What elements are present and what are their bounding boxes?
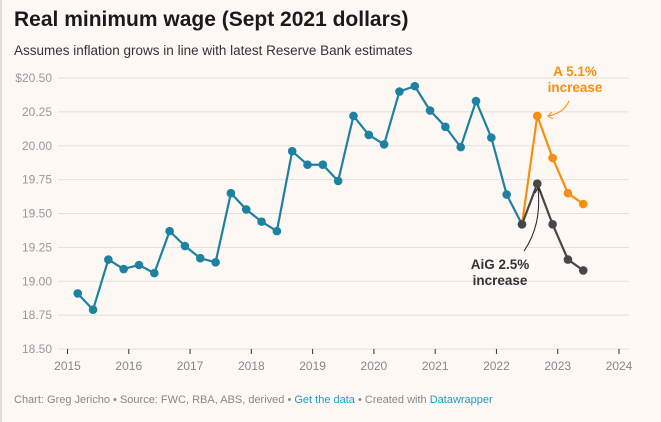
x-tick-label: 2016 [115,359,142,373]
created-with: Created with [364,394,427,406]
point-historical [241,205,251,214]
point-historical [471,96,481,106]
point-increase_5_1 [548,153,557,163]
get-the-data-link[interactable]: Get the data [294,394,355,406]
arrow-2-5 [523,187,540,252]
point-historical [441,122,450,132]
x-tick-label: 2024 [606,359,633,373]
point-historical [226,188,236,198]
point-increase_2_5 [578,266,588,275]
separator: • [109,394,120,406]
arrow-5-1 [547,100,570,117]
point-historical [349,111,358,121]
annotation-2-5-text: increase [473,273,528,288]
y-tick-label: 20.00 [22,139,52,153]
y-tick-label: 19.50 [22,207,52,221]
point-historical [180,241,190,251]
y-tick-label: 18.75 [22,308,52,322]
x-tick-label: 2021 [422,359,449,373]
separator: • [284,394,295,406]
point-historical [211,257,220,267]
y-tick-label: 18.50 [22,342,52,356]
annotation-5-1-text: A 5.1% [553,64,597,79]
point-historical [333,176,343,186]
point-increase_2_5 [563,255,573,264]
point-historical [195,253,205,263]
annotation-2-5-text: AiG 2.5% [471,257,530,272]
x-tick-label: 2018 [238,359,265,373]
point-historical [364,130,374,140]
chart-title: Real minimum wage (Sept 2021 dollars) [14,8,409,31]
source: Source: FWC, RBA, ABS, derived [119,394,285,406]
point-historical [73,289,83,298]
line-chart: 18.50 18.75 19.00 19.25 19.50 19.75 20.00 20.25… [15,64,633,373]
point-historical [410,81,420,91]
datawrapper-link[interactable]: Datawrapper [429,394,493,406]
point-historical [318,160,328,170]
credit: Chart: Greg Jericho [14,394,110,406]
point-increase_2_5 [532,179,542,188]
point-historical [379,140,389,149]
x-tick-label: 2017 [177,359,204,373]
annotation-5-1-text: increase [548,80,603,95]
point-historical [165,226,174,236]
point-historical [395,87,404,96]
point-increase_2_5 [517,220,527,229]
point-historical [487,133,496,142]
point-historical [502,190,511,199]
y-tick-label: 19.75 [22,173,52,187]
y-tick-label: 20.25 [22,105,52,119]
x-tick-label: 2023 [544,359,571,373]
y-tick-label: $20.50 [15,71,52,85]
arrowhead-5-1 [547,111,554,120]
point-historical [272,226,282,236]
chart-subtitle: Assumes inflation grows in line with lat… [14,43,413,58]
point-historical [104,255,113,264]
point-historical [134,260,144,270]
y-tick-label: 19.00 [22,274,52,288]
x-tick-label: 2015 [54,359,81,373]
point-increase_5_1 [578,199,588,209]
point-historical [150,268,159,278]
point-historical [425,106,435,115]
point-historical [456,142,465,152]
x-tick-label: 2019 [299,359,326,373]
x-tick-label: 2022 [483,359,510,373]
separator: • [354,394,365,406]
arrowhead-2-5 [534,187,542,194]
y-tick-label: 19.25 [22,240,52,254]
line-historical [76,85,523,311]
point-historical [287,146,297,156]
chart-footer: Chart: Greg Jericho • Source: FWC, RBA, … [14,394,493,406]
point-historical [257,217,266,226]
point-increase_2_5 [548,220,557,229]
point-increase_5_1 [563,188,573,198]
point-historical [303,160,312,170]
point-historical [88,305,98,315]
point-increase_5_1 [532,111,542,121]
x-tick-label: 2020 [361,359,388,373]
line-increase_5_1 [520,114,584,225]
point-historical [119,264,128,274]
